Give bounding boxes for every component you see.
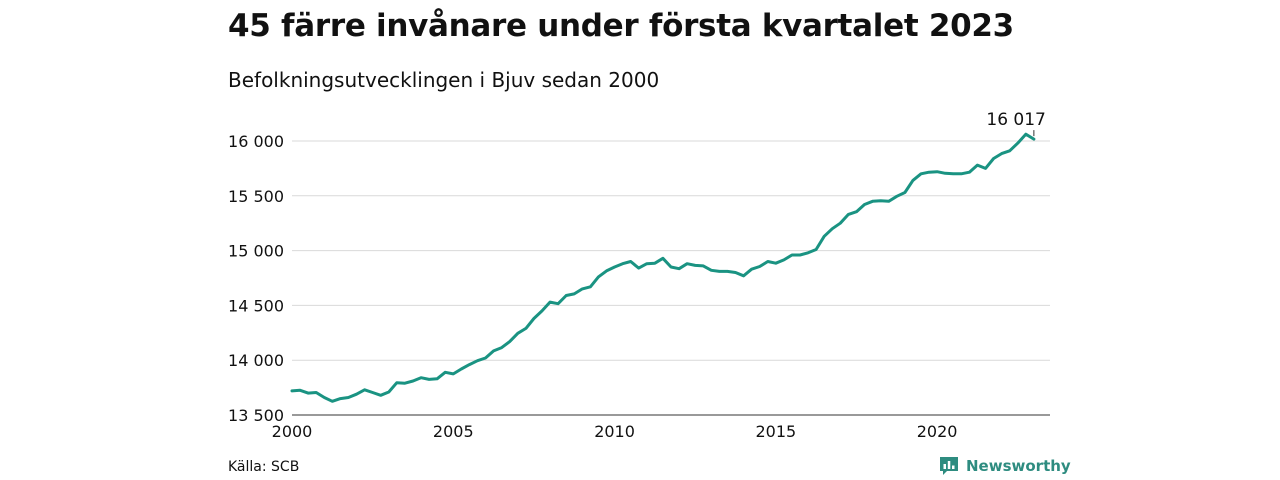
y-axis-ticks: 13 500 14 000 14 500 15 000 15 500 16 000 [228,132,284,425]
y-tick-label: 13 500 [228,406,284,425]
y-tick-label: 15 000 [228,242,284,261]
x-tick-label: 2010 [594,422,635,441]
x-tick-label: 2020 [917,422,958,441]
y-tick-label: 16 000 [228,132,284,151]
series-line [290,132,1036,403]
x-axis-ticks: 2000 2005 2010 2015 2020 [272,422,958,441]
y-tick-label: 15 500 [228,187,284,206]
source-note: Källa: SCB [228,459,300,475]
x-tick-label: 2005 [433,422,474,441]
bar-chart-icon [940,457,958,475]
y-tick-label: 14 000 [228,351,284,370]
grid-lines [292,140,1050,416]
series-group [290,132,1036,403]
chart-subtitle: Befolkningsutvecklingen i Bjuv sedan 200… [228,68,660,92]
brand-logo: Newsworthy [938,455,1071,477]
annotation-layer: 16 017 [986,110,1046,137]
y-tick-label: 14 500 [228,296,284,315]
brand-name: Newsworthy [966,457,1071,475]
x-tick-label: 2000 [272,422,313,441]
end-value-label: 16 017 [986,110,1045,130]
x-tick-label: 2015 [755,422,796,441]
chart-title: 45 färre invånare under första kvartalet… [228,8,1014,44]
